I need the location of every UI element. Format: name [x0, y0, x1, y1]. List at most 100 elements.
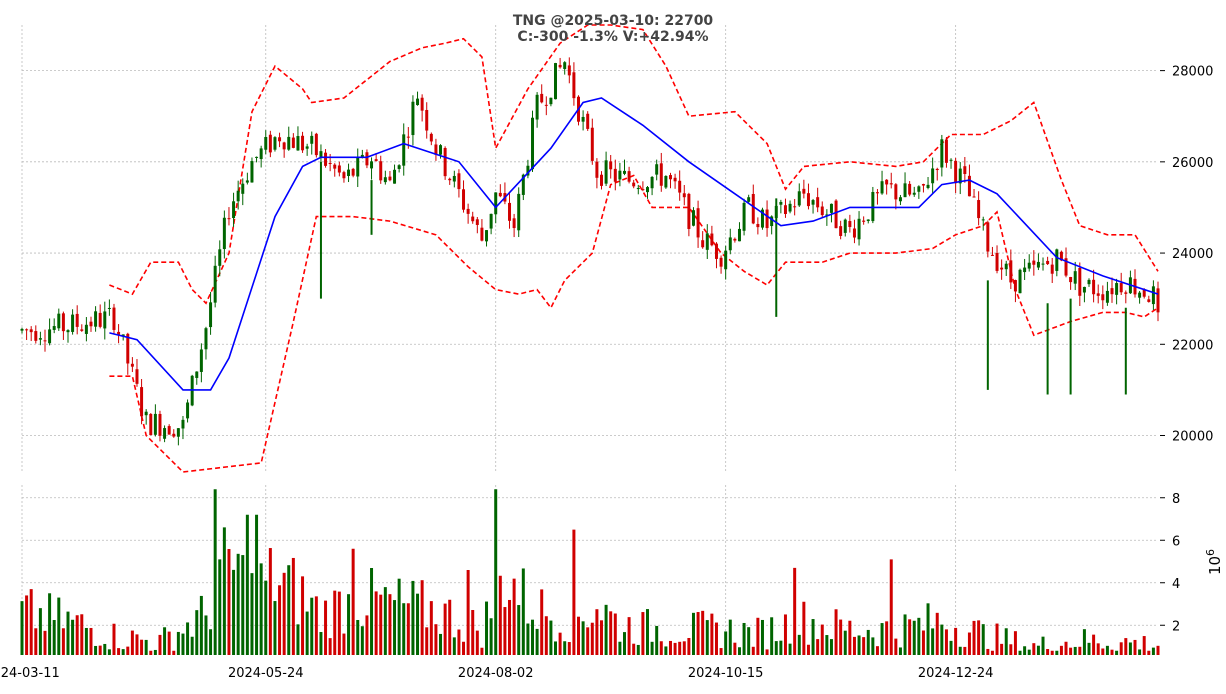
- candle-body: [397, 165, 401, 169]
- volume-bar: [52, 620, 56, 655]
- volume-bar: [135, 634, 139, 655]
- candle-body: [466, 208, 470, 214]
- candle-body: [875, 192, 879, 194]
- candle-body: [209, 302, 213, 328]
- candle-body: [1032, 260, 1036, 265]
- candle-body: [600, 174, 603, 186]
- candle-body: [176, 428, 180, 437]
- lower-band-line: [109, 174, 1159, 473]
- volume-bar: [917, 617, 921, 655]
- volume-bar: [535, 628, 539, 655]
- candle-body: [926, 184, 930, 189]
- volume-bar: [508, 599, 512, 655]
- candle-body: [567, 65, 571, 76]
- candle-body: [696, 208, 700, 238]
- volume-bar: [1009, 644, 1013, 655]
- candle-body: [434, 144, 438, 155]
- volume-bar: [737, 647, 741, 655]
- candle-body: [420, 97, 424, 111]
- volume-bar: [420, 580, 424, 655]
- volume-bar: [912, 620, 916, 655]
- volume-bar: [1055, 650, 1059, 655]
- candle-body: [1069, 276, 1073, 283]
- volume-bar: [314, 596, 318, 655]
- candle-body: [512, 218, 516, 229]
- candle-body: [80, 329, 84, 331]
- candle-body: [903, 183, 907, 198]
- candle-body: [255, 156, 259, 158]
- volume-bar: [1128, 642, 1132, 655]
- volume-bar: [448, 599, 452, 655]
- volume-bar: [153, 649, 157, 655]
- volume-bar: [416, 593, 420, 655]
- volume-bar: [668, 640, 672, 655]
- candle-body: [701, 240, 705, 248]
- price-y-tick-label: 26000: [1172, 156, 1213, 171]
- volume-bar: [186, 622, 190, 655]
- candle-body: [710, 233, 714, 246]
- candle-body: [158, 413, 162, 436]
- candle-body: [66, 330, 70, 333]
- candle-body: [443, 148, 447, 177]
- x-tick-label: 2024-03-11: [0, 666, 60, 681]
- candle-body: [199, 349, 203, 372]
- volume-bar: [1105, 645, 1109, 655]
- volume-bar: [857, 635, 861, 655]
- volume-bar: [903, 614, 907, 655]
- candle-body: [664, 175, 668, 188]
- candle-body: [452, 175, 456, 182]
- volume-bar: [751, 646, 755, 655]
- candle-body: [549, 97, 553, 105]
- candle-body: [866, 219, 870, 221]
- candle-body: [733, 238, 737, 241]
- candle-body: [1078, 267, 1082, 296]
- volume-bar: [816, 639, 820, 655]
- volume-bar: [958, 646, 962, 655]
- candle-body: [609, 161, 613, 170]
- candle-body: [268, 134, 272, 153]
- candle-body: [195, 371, 199, 378]
- volume-bar: [848, 620, 852, 655]
- candle-body: [227, 218, 231, 220]
- volume-bar: [806, 644, 810, 655]
- volume-bar: [107, 649, 111, 655]
- volume-bar: [282, 572, 286, 655]
- candle-body: [140, 387, 144, 417]
- candle-body: [705, 233, 709, 250]
- volume-bar: [517, 605, 521, 655]
- volume-bar: [457, 629, 461, 655]
- candle-body: [958, 168, 962, 184]
- candle-body: [1073, 271, 1077, 284]
- volume-y-tick-label: 6: [1172, 534, 1180, 549]
- candle-body: [264, 136, 268, 150]
- volume-bar: [176, 631, 180, 655]
- volume-bar: [783, 614, 787, 655]
- candle-body: [595, 161, 599, 178]
- candle-body: [406, 136, 410, 138]
- volume-bar: [581, 621, 585, 655]
- candle-body: [360, 154, 364, 158]
- grid-layer: [21, 25, 1158, 655]
- volume-bar: [181, 633, 185, 655]
- candle-body: [535, 94, 539, 120]
- candle-body: [581, 116, 585, 122]
- volume-bar: [393, 600, 397, 655]
- candle-body: [498, 192, 502, 197]
- candle-body: [783, 205, 787, 214]
- candle-body: [98, 312, 102, 327]
- candle-body: [921, 184, 925, 186]
- candle-body: [1018, 269, 1022, 294]
- x-tick-label: 2024-08-02: [458, 666, 534, 681]
- volume-bar: [963, 646, 967, 655]
- chart-title-line2: C:-300 -1.3% V:+42.94%: [517, 29, 708, 45]
- volume-bar: [342, 633, 346, 655]
- volume-bar: [742, 622, 746, 655]
- volume-bar: [1027, 649, 1031, 655]
- candle-body: [351, 168, 355, 176]
- volume-bar: [1032, 643, 1036, 655]
- candle-body: [1004, 263, 1008, 270]
- volume-bar: [462, 641, 466, 655]
- volume-bar: [347, 594, 351, 655]
- candle-body: [687, 193, 691, 229]
- candle-body: [232, 201, 236, 219]
